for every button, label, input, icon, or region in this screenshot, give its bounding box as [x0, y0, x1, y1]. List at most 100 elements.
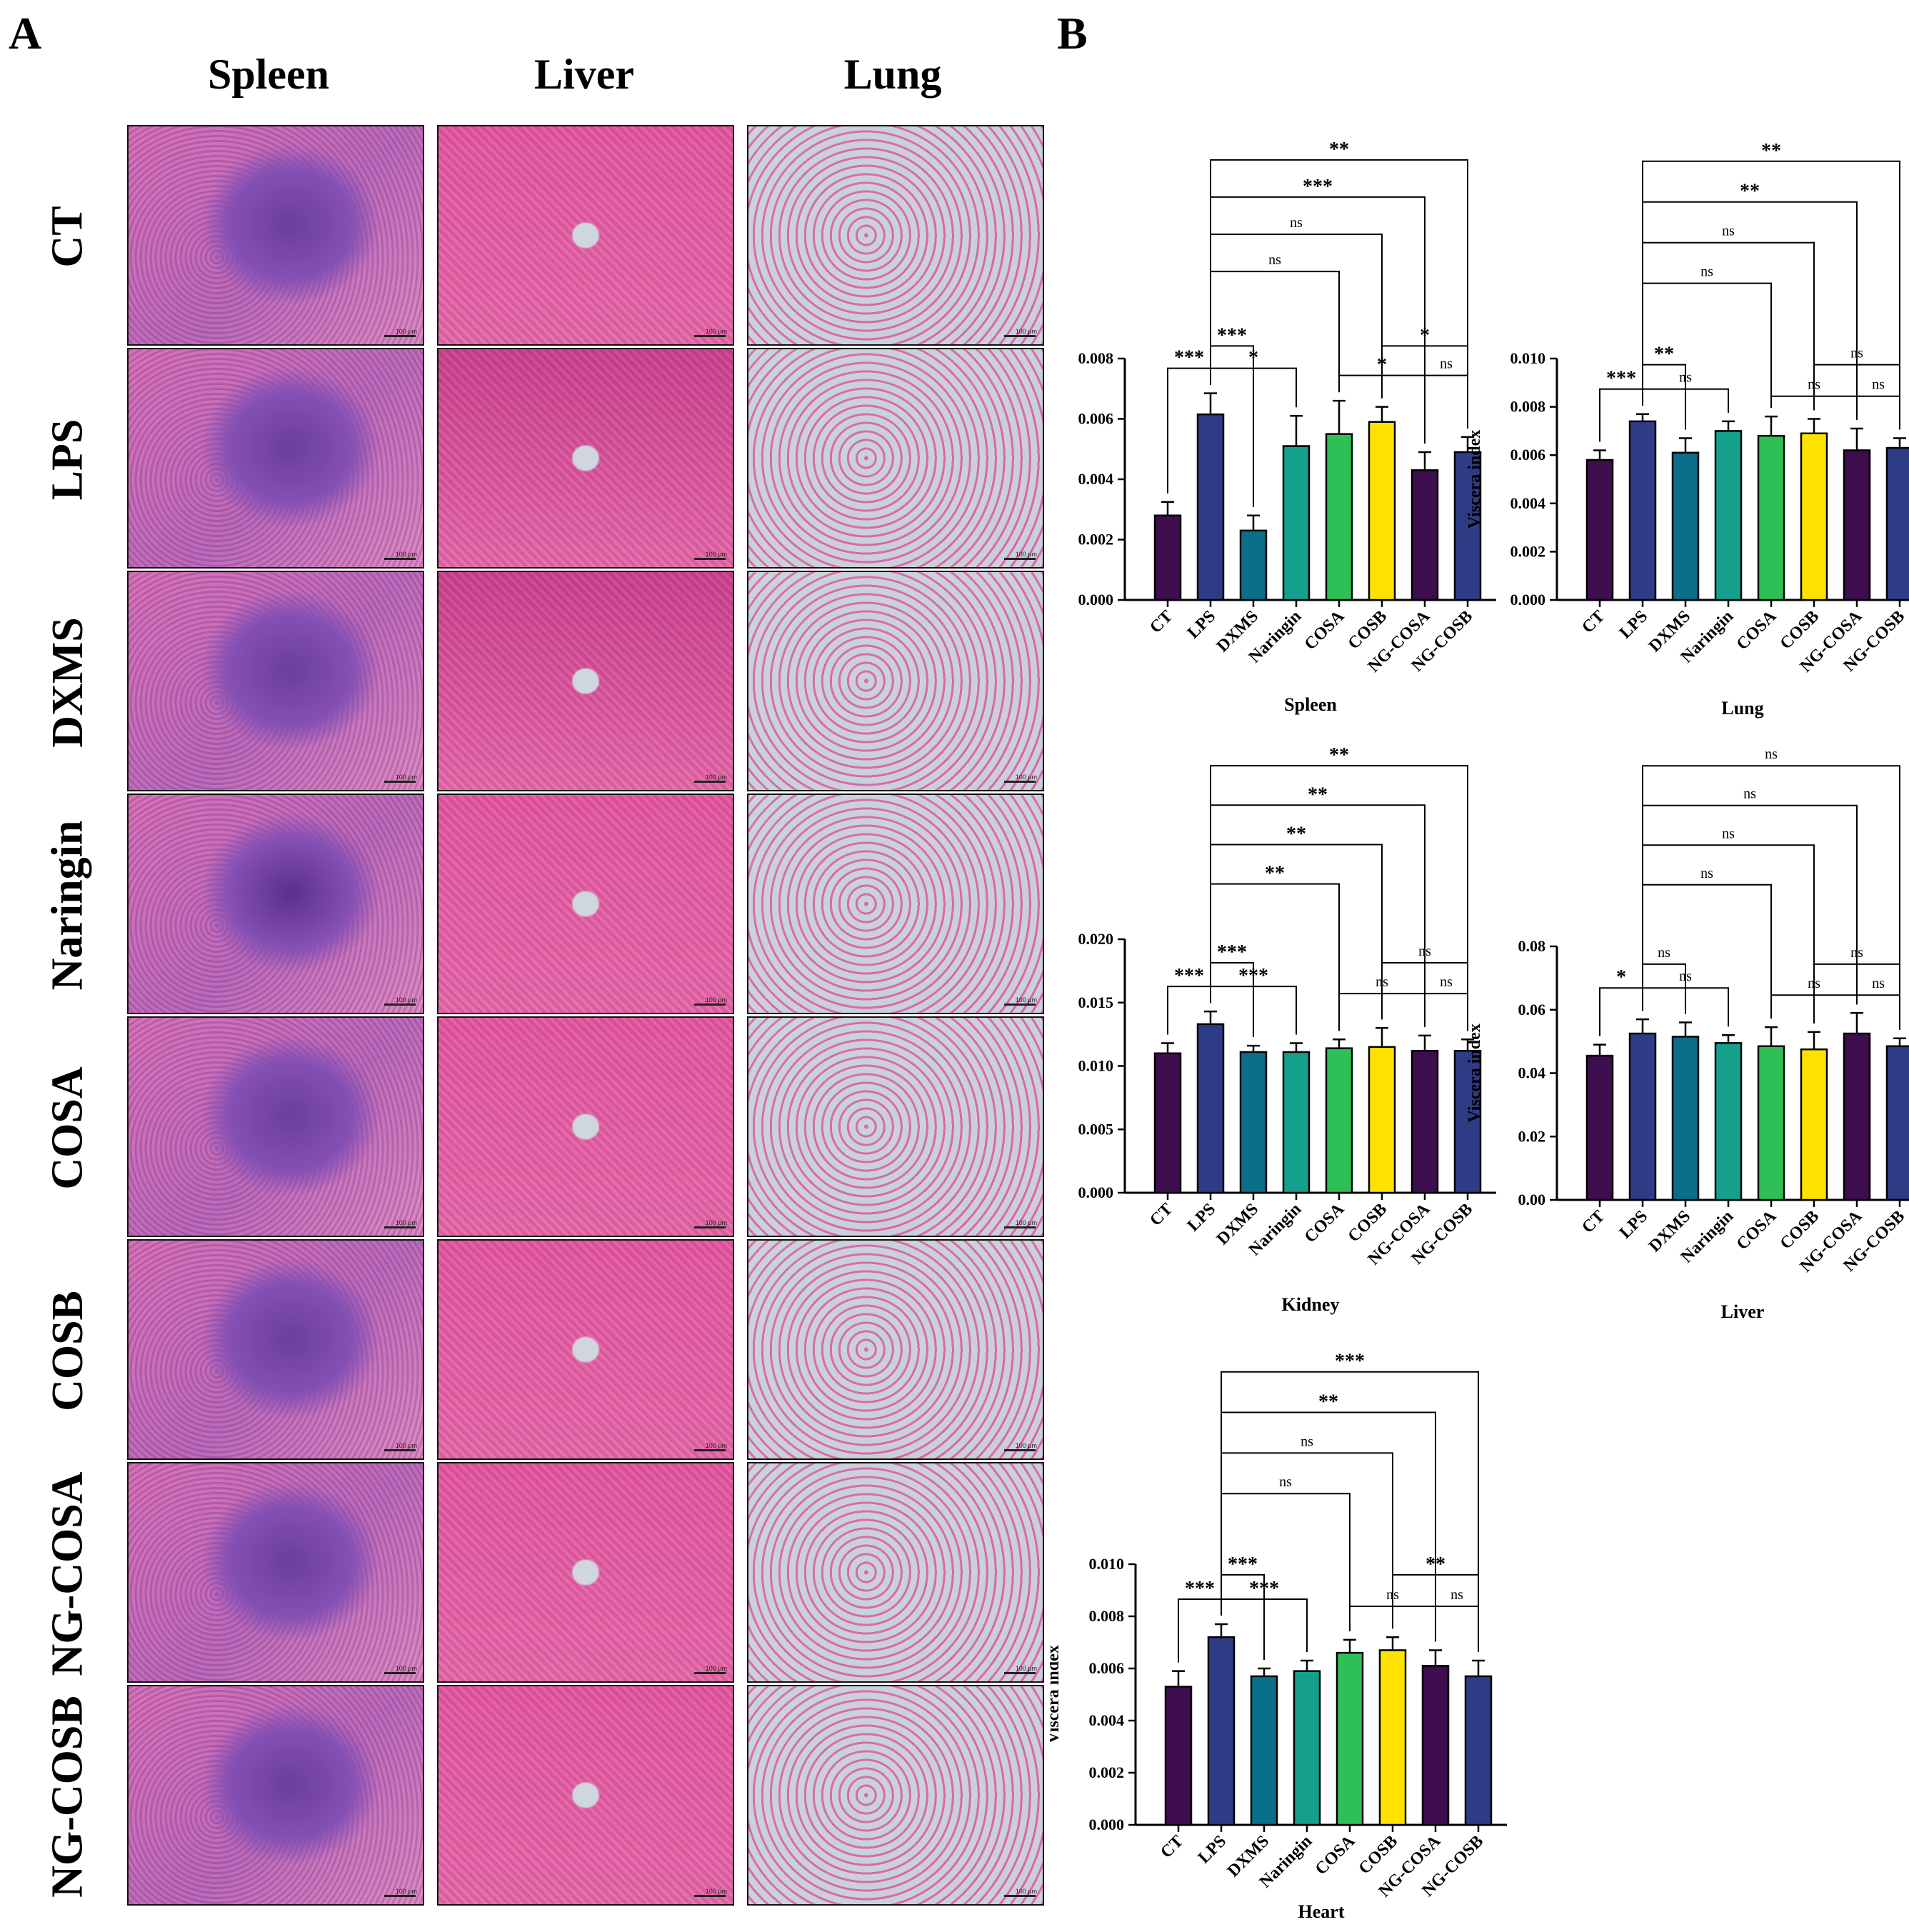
significance-bracket [1424, 993, 1468, 1031]
scale-bar [694, 1449, 726, 1451]
scale-bar-label: 100 μm [395, 551, 417, 558]
y-tick-label: 0.004 [1089, 1711, 1125, 1729]
x-tick-label: COSA [1312, 1831, 1359, 1878]
y-tick-label: 0.06 [1518, 1001, 1546, 1018]
chart-title: Liver [1721, 1301, 1765, 1322]
bar [1164, 1686, 1193, 1826]
histology-image-liver: 100 μm [437, 794, 734, 1014]
chart-title: Kidney [1282, 1294, 1340, 1315]
significance-label: *** [1217, 941, 1247, 964]
scale-bar-label: 100 μm [395, 996, 417, 1003]
chart-kidney: 0.000 0.005 0.010 0.015 0.020 Viscera index CT… [1033, 744, 1496, 1315]
bar [1453, 451, 1482, 601]
significance-label: ** [1426, 1553, 1445, 1576]
y-tick-label: 0.00 [1518, 1191, 1546, 1208]
significance-label: * [1420, 324, 1430, 346]
significance-label: ns [1279, 1474, 1292, 1490]
row-header-label: COSA [43, 1066, 92, 1190]
chart-lung: 0.000 0.002 0.004 0.006 0.008 0.010 Viscera in… [1465, 140, 1909, 719]
panel-b-letter: B [1057, 8, 1088, 59]
y-tick-label: 0.008 [1089, 1607, 1125, 1625]
row-header: NG-COSA [29, 1462, 107, 1685]
scale-bar [384, 1226, 416, 1228]
row-header-label: COSB [43, 1290, 92, 1411]
significance-label: ns [1679, 968, 1692, 984]
scale-bar-label: 100 μm [395, 1442, 417, 1449]
significance-label: *** [1303, 176, 1333, 198]
scale-bar-label: 100 μm [1015, 774, 1037, 781]
significance-label: ns [1679, 370, 1692, 386]
scale-bar-label: 100 μm [705, 1442, 727, 1449]
bar [1885, 446, 1909, 601]
bar [1153, 514, 1182, 601]
histology-image-spleen: 100 μm [127, 571, 424, 791]
scale-bar-label: 100 μm [705, 328, 727, 335]
significance-bracket [1813, 364, 1900, 430]
x-tick-label: COSA [1301, 1199, 1348, 1246]
bar [1378, 1649, 1407, 1826]
scale-bar [694, 1226, 726, 1228]
significance-label: ns [1765, 746, 1778, 762]
significance-bracket [1642, 201, 1858, 421]
x-tick-label: LPS [1616, 607, 1652, 643]
significance-label: ns [1872, 377, 1885, 393]
histology-image-spleen: 100 μm [127, 348, 424, 569]
scale-bar-label: 100 μm [395, 774, 417, 781]
x-tick-label: COSA [1733, 606, 1780, 654]
bar [1282, 1051, 1311, 1194]
bar [1153, 1052, 1182, 1194]
bar [1368, 1046, 1396, 1194]
y-tick-label: 0.000 [1510, 591, 1546, 609]
scale-bar [1004, 1003, 1036, 1006]
x-tick-label: COSA [1301, 606, 1348, 654]
bar [1411, 469, 1439, 601]
significance-label: * [1616, 966, 1626, 988]
x-tick-label: COSA [1733, 1206, 1780, 1253]
y-axis-label: Viscera index [1465, 430, 1484, 529]
scale-bar-label: 100 μm [705, 1665, 727, 1672]
x-tick-label: CT [1578, 607, 1608, 637]
scale-bar-label: 100 μm [1015, 551, 1037, 558]
significance-bracket [1642, 160, 1900, 430]
scale-bar [384, 335, 416, 337]
row-header-label: NG-COSB [43, 1695, 92, 1898]
significance-label: ** [1329, 139, 1349, 161]
histology-image-spleen: 100 μm [127, 794, 424, 1014]
bar [1800, 1048, 1828, 1201]
row-header: NG-COSB [29, 1685, 107, 1908]
scale-bar [384, 1003, 416, 1006]
y-tick-label: 0.08 [1518, 937, 1546, 955]
significance-label: ns [1301, 1433, 1313, 1449]
significance-label: ns [1658, 945, 1670, 961]
bar [1628, 420, 1657, 601]
bar [1757, 434, 1785, 601]
significance-bracket [1642, 804, 1858, 1011]
significance-label: ns [1440, 356, 1453, 372]
significance-label: ns [1440, 974, 1453, 990]
column-header-spleen: Spleen [207, 51, 330, 98]
significance-label: ** [1265, 863, 1285, 885]
bar [1411, 1049, 1439, 1194]
scale-bar-label: 100 μm [395, 328, 417, 335]
row-header: LPS [29, 348, 107, 571]
significance-label: ns [1268, 252, 1281, 268]
significance-label: *** [1238, 965, 1268, 987]
scale-bar-label: 100 μm [1015, 1665, 1037, 1672]
histology-image-liver: 100 μm [437, 125, 734, 346]
significance-bracket [1381, 962, 1468, 1031]
y-tick-label: 0.010 [1089, 1555, 1125, 1573]
histology-image-liver: 100 μm [437, 1685, 734, 1906]
scale-bar [1004, 335, 1036, 337]
y-tick-label: 0.000 [1078, 591, 1114, 609]
y-tick-label: 0.020 [1078, 930, 1114, 948]
scale-bar [384, 1449, 416, 1451]
scale-bar [1004, 781, 1036, 783]
y-tick-label: 0.005 [1078, 1120, 1114, 1138]
bar [1282, 445, 1311, 601]
histology-image-liver: 100 μm [437, 1462, 734, 1683]
bar [1239, 1051, 1268, 1194]
significance-label: *** [1174, 347, 1204, 369]
significance-bracket [1221, 1411, 1436, 1642]
significance-bracket [1210, 159, 1468, 429]
